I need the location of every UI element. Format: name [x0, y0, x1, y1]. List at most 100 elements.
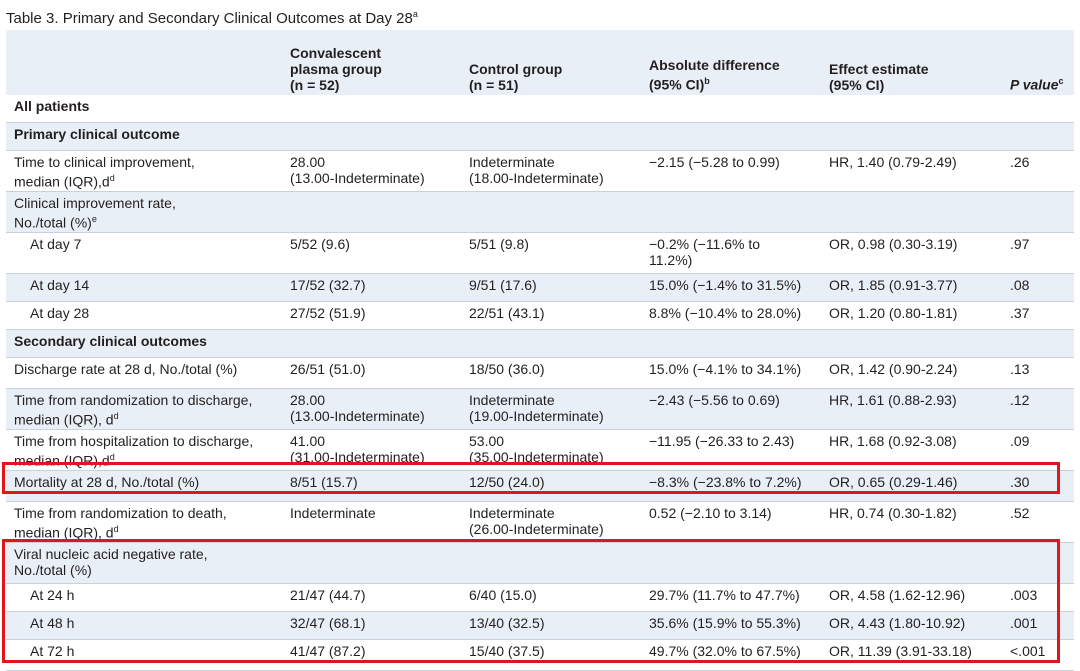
control-group-cell: 13/40 (32.5): [469, 615, 545, 631]
row-label: At day 7: [14, 236, 81, 252]
absdiff-value-line: −0.2% (−11.6% to: [649, 236, 761, 252]
absolute-difference-cell: −2.43 (−5.56 to 0.69): [649, 392, 780, 408]
table-title-text: Table 3. Primary and Secondary Clinical …: [6, 10, 413, 27]
plasma-value-line: (31.00-Indeterminate): [290, 449, 425, 465]
row-label-line: At 48 h: [30, 615, 74, 631]
p-value-cell: .13: [1010, 361, 1030, 377]
p-value-cell: .003: [1010, 587, 1038, 603]
control-group-cell: 53.00 (35.00-Indeterminate): [469, 433, 604, 465]
absdiff-value-line: 8.8% (−10.4% to 28.0%): [649, 305, 802, 321]
row-label-text: At 72 h: [30, 643, 75, 659]
section-label: Primary clinical outcome: [14, 126, 180, 142]
header-p-value-label: P value: [1010, 77, 1059, 93]
absolute-difference-cell: 49.7% (32.0% to 67.5%): [649, 643, 801, 659]
table-row: At day 28 27/52 (51.9) 22/51 (43.1) 8.8% (−…: [6, 302, 1074, 330]
row-label: Time from randomization to death, median …: [14, 505, 227, 541]
absolute-difference-cell: 35.6% (15.9% to 55.3%): [649, 615, 801, 631]
plasma-group-cell: 41/47 (87.2): [290, 643, 366, 659]
effect-estimate-cell: OR, 4.43 (1.80-10.92): [829, 615, 966, 631]
control-group-cell: 12/50 (24.0): [469, 474, 545, 490]
row-label-line: Time to clinical improvement,: [14, 154, 195, 170]
row-label-line: median (IQR), dd: [14, 408, 252, 428]
section-row: Primary clinical outcome: [6, 123, 1074, 151]
plasma-group-cell: 21/47 (44.7): [290, 587, 366, 603]
p-value-cell: .12: [1010, 392, 1030, 408]
row-label-text: median (IQR), d: [14, 411, 114, 428]
header-plasma-line-1: Convalescent: [290, 45, 382, 61]
plasma-value-line: (13.00-Indeterminate): [290, 408, 425, 424]
table-row: At day 14 17/52 (32.7) 9/51 (17.6) 15.0% (−…: [6, 274, 1074, 302]
absdiff-value-line: −11.95 (−26.33 to 2.43): [649, 433, 795, 449]
section-label: Secondary clinical outcomes: [14, 333, 207, 349]
row-label-footnote: d: [109, 452, 115, 462]
control-value-line: 9/51 (17.6): [469, 277, 537, 293]
row-label: At day 14: [14, 277, 89, 293]
row-label: Discharge rate at 28 d, No./total (%): [14, 361, 237, 377]
plasma-group-cell: 41.00 (31.00-Indeterminate): [290, 433, 425, 465]
table-row: At day 7 5/52 (9.6) 5/51 (9.8) −0.2% (−11.6…: [6, 233, 1074, 274]
header-p-value-footnote: c: [1058, 76, 1064, 87]
table-row: Discharge rate at 28 d, No./total (%) 26/…: [6, 358, 1074, 389]
row-label-text: At day 28: [30, 305, 90, 321]
plasma-value-line: 41.00: [290, 433, 326, 449]
plasma-group-cell: 27/52 (51.9): [290, 305, 366, 321]
control-value-line: 13/40 (32.5): [469, 615, 545, 631]
control-value-line: (19.00-Indeterminate): [469, 408, 604, 424]
row-label-line: At day 14: [30, 277, 89, 293]
row-label: At 48 h: [14, 615, 74, 631]
absdiff-value-line: 15.0% (−4.1% to 34.1%): [649, 361, 802, 377]
absolute-difference-cell: −2.15 (−5.28 to 0.99): [649, 154, 780, 170]
effect-estimate-cell: OR, 0.98 (0.30-3.19): [829, 236, 958, 252]
absdiff-value-line: 29.7% (11.7% to 47.7%): [649, 587, 800, 603]
row-label-text: Discharge rate at 28 d, No./total (%): [14, 361, 238, 377]
absdiff-value-line: 11.2%): [649, 252, 693, 268]
control-group-cell: 15/40 (37.5): [469, 643, 545, 659]
control-value-line: Indeterminate: [469, 392, 555, 408]
plasma-group-cell: 28.00 (13.00-Indeterminate): [290, 392, 425, 424]
row-label-line: At day 28: [30, 305, 89, 321]
effect-estimate-cell: OR, 1.42 (0.90-2.24): [829, 361, 958, 377]
row-label-line: Time from randomization to death,: [14, 505, 227, 521]
absdiff-value-line: 15.0% (−1.4% to 31.5%): [649, 277, 802, 293]
header-absdiff-line-1: Absolute difference: [649, 57, 780, 74]
row-label: At 24 h: [14, 587, 74, 603]
control-group-cell: Indeterminate (18.00-Indeterminate): [469, 154, 604, 186]
row-label: Clinical improvement rate, No./total (%)e: [14, 195, 176, 231]
control-value-line: 5/51 (9.8): [469, 236, 529, 252]
row-label-text: Time from hospitalization to discharge,: [14, 433, 254, 449]
row-label-line: No./total (%)e: [14, 211, 176, 231]
row-label-line: At 24 h: [30, 587, 74, 603]
p-value-cell: .37: [1010, 305, 1030, 321]
plasma-group-cell: 32/47 (68.1): [290, 615, 366, 631]
plasma-value-line: Indeterminate: [290, 505, 376, 521]
effect-estimate-cell: HR, 1.61 (0.88-2.93): [829, 392, 957, 408]
row-label-text: Time from randomization to death,: [14, 505, 227, 521]
control-group-cell: Indeterminate (19.00-Indeterminate): [469, 392, 604, 424]
effect-estimate-cell: HR, 0.74 (0.30-1.82): [829, 505, 957, 521]
row-label-line: Discharge rate at 28 d, No./total (%): [14, 361, 237, 377]
highlight-box-mortality: [2, 462, 1060, 494]
p-value-cell: .97: [1010, 236, 1030, 252]
table-header: Convalescent plasma group (n = 52) Contr…: [6, 30, 1074, 95]
row-label-footnote: d: [113, 411, 119, 421]
p-value-cell: <.001: [1010, 643, 1046, 659]
control-value-line: Indeterminate: [469, 505, 555, 521]
effect-estimate-cell: OR, 11.39 (3.91-33.18): [829, 643, 972, 659]
row-label-text: No./total (%): [14, 214, 92, 231]
p-value-cell: .26: [1010, 154, 1030, 170]
absdiff-value-line: −2.15 (−5.28 to 0.99): [649, 154, 780, 170]
table-title: Table 3. Primary and Secondary Clinical …: [6, 3, 418, 30]
header-plasma-group: Convalescent plasma group (n = 52): [290, 45, 382, 93]
row-label-footnote: d: [113, 524, 119, 534]
control-value-line: 18/50 (36.0): [469, 361, 545, 377]
effect-estimate-cell: OR, 1.20 (0.80-1.81): [829, 305, 958, 321]
row-label-text: At day 14: [30, 277, 90, 293]
absolute-difference-cell: −11.95 (−26.33 to 2.43): [649, 433, 794, 449]
control-group-cell: 18/50 (36.0): [469, 361, 545, 377]
row-label: Time from randomization to discharge, med…: [14, 392, 252, 428]
row-label-text: Time to clinical improvement,: [14, 154, 195, 170]
control-group-cell: 22/51 (43.1): [469, 305, 545, 321]
control-group-cell: 9/51 (17.6): [469, 277, 537, 293]
table-row: Mortality at 28 d, No./total (%) 8/51 (15…: [6, 471, 1074, 502]
table-row: Clinical improvement rate, No./total (%)e: [6, 192, 1074, 233]
